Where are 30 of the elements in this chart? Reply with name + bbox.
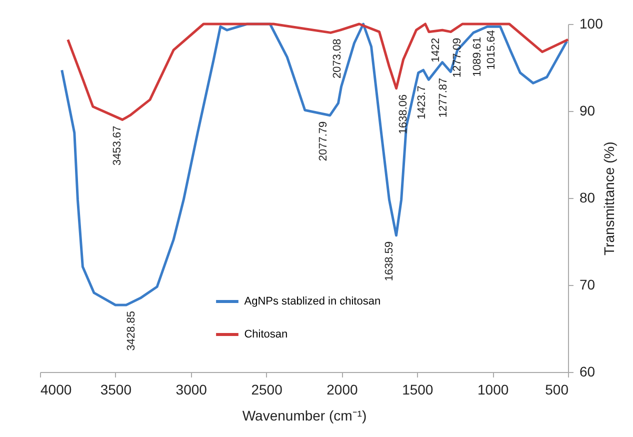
x-tick-label: 1000 (477, 382, 509, 398)
y-axis-title: Transmittance (%) (600, 142, 617, 256)
annotation: 2077.79 (317, 121, 330, 162)
annotation: 3428.85 (125, 311, 138, 351)
annotation: 1277.09 (452, 38, 464, 78)
y-tick-label: 90 (580, 102, 596, 118)
x-tick-label: 4000 (40, 382, 72, 398)
legend-label: AgNPs stablized in chitosan (244, 295, 381, 308)
x-tick-label: 2500 (251, 382, 283, 398)
annotation: 1638.06 (397, 94, 410, 134)
y-tick-label: 80 (580, 190, 596, 206)
annotation: 1277.87 (438, 78, 450, 118)
annotation: 1015.64 (486, 30, 498, 70)
x-tick-label: 2000 (326, 382, 358, 398)
y-tick-label: 60 (580, 364, 596, 380)
y-tick-label: 100 (580, 16, 604, 32)
y-tick-label: 70 (580, 276, 596, 292)
annotation: 1423.7 (416, 86, 428, 120)
annotation: 2073.08 (331, 38, 344, 78)
x-tick-label: 1500 (402, 382, 434, 398)
legend-label: Chitosan (244, 328, 288, 340)
annotation: 1089.61 (472, 36, 484, 77)
x-axis-title: Wavenumber (cm⁻¹) (242, 408, 367, 424)
x-tick-label: 3000 (176, 382, 208, 398)
x-tick-label: 3500 (100, 382, 132, 398)
x-tick-label: 500 (545, 382, 569, 398)
line-series (60, 22, 568, 306)
annotation: 1638.59 (383, 241, 396, 282)
annotation: 1422 (430, 38, 442, 62)
annotation: 3453.67 (111, 126, 124, 166)
